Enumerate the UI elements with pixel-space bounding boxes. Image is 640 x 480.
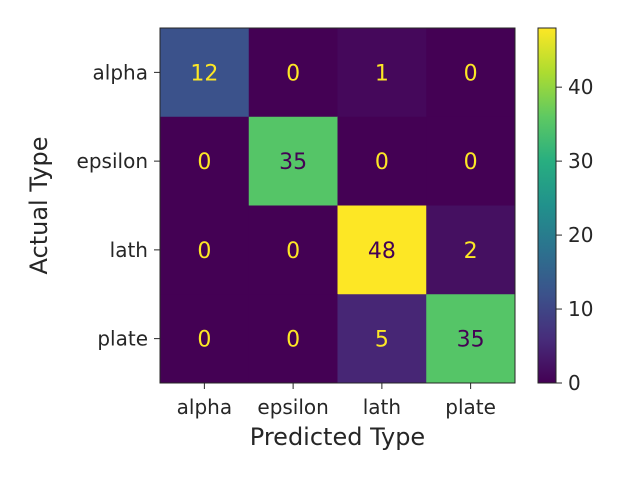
y-tick-label: lath <box>110 238 148 262</box>
x-tick-label: plate <box>445 395 496 419</box>
cell-value-label: 0 <box>464 150 478 175</box>
colorbar-tick-label: 30 <box>568 149 593 173</box>
cell-value-label: 0 <box>464 61 478 86</box>
colorbar-ticks: 0 10 20 30 40 <box>556 75 593 395</box>
heatmap-cell <box>160 116 250 206</box>
x-tick-label: epsilon <box>257 395 328 419</box>
cell-value-label: 2 <box>464 239 478 264</box>
y-tick-label: epsilon <box>77 149 148 173</box>
heatmap-cell <box>248 294 338 384</box>
heatmap-cell <box>337 294 427 384</box>
heatmap-cell <box>248 116 338 206</box>
cell-value-label: 12 <box>190 61 218 86</box>
x-tick-labels: alpha epsilon lath plate <box>177 383 496 419</box>
colorbar-tick-label: 0 <box>568 371 581 395</box>
y-axis-label: Actual Type <box>25 137 53 275</box>
x-tick-label: lath <box>363 395 401 419</box>
cell-value-label: 0 <box>375 150 389 175</box>
heatmap-cells: 12 0 1 0 0 35 0 0 0 0 48 2 0 0 5 35 <box>160 28 516 384</box>
cell-value-label: 48 <box>368 239 396 264</box>
colorbar-tick-label: 20 <box>568 223 593 247</box>
heatmap-cell <box>337 116 427 206</box>
cell-value-label: 0 <box>197 239 211 264</box>
colorbar <box>537 27 557 384</box>
heatmap-cell <box>426 28 516 118</box>
colorbar-tick-label: 40 <box>568 75 593 99</box>
heatmap-cell <box>248 205 338 295</box>
heatmap-cell <box>337 28 427 118</box>
heatmap-cell <box>426 205 516 295</box>
x-axis-label: Predicted Type <box>250 423 425 451</box>
y-tick-label: alpha <box>93 60 148 84</box>
cell-value-label: 0 <box>286 328 300 353</box>
heatmap-cell <box>426 116 516 206</box>
y-tick-labels: alpha epsilon lath plate <box>77 60 160 351</box>
heatmap-cell <box>426 294 516 384</box>
cell-value-label: 0 <box>197 328 211 353</box>
cell-value-label: 0 <box>286 61 300 86</box>
heatmap-cell <box>160 28 250 118</box>
y-tick-label: plate <box>97 327 148 351</box>
cell-value-label: 5 <box>375 328 389 353</box>
cell-value-label: 0 <box>286 239 300 264</box>
plot-frame <box>159 27 516 384</box>
heatmap-cell <box>337 205 427 295</box>
colorbar-tick-label: 10 <box>568 297 593 321</box>
cell-value-label: 35 <box>279 150 307 175</box>
cell-value-label: 0 <box>197 150 211 175</box>
x-tick-label: alpha <box>177 395 232 419</box>
cell-value-label: 1 <box>375 61 389 86</box>
heatmap-cell <box>248 28 338 118</box>
heatmap-cell <box>160 205 250 295</box>
cell-value-label: 35 <box>457 328 485 353</box>
heatmap-cell <box>160 294 250 384</box>
